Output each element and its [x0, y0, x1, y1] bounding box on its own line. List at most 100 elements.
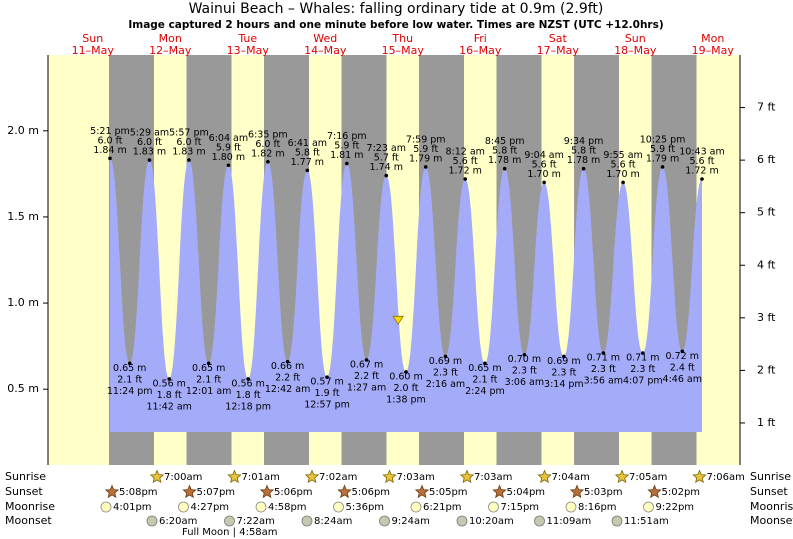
extreme-point: [621, 180, 625, 185]
tide-time: 9:04 am: [524, 150, 563, 161]
tide-time: 10:43 am: [679, 147, 724, 158]
extreme-point: [660, 165, 665, 169]
moonrise-time: 5:36pm: [346, 502, 385, 513]
tide-height-ft: 5.9 ft: [413, 144, 438, 155]
tide-time: 3:56 am: [584, 376, 623, 387]
day-date: 15–May: [382, 44, 425, 57]
tide-time: 8:45 pm: [485, 136, 525, 147]
tide-height-ft: 2.0 ft: [393, 383, 418, 394]
tide-height-ft: 5.9 ft: [650, 144, 675, 155]
tide-height-ft: 5.6 ft: [611, 159, 636, 170]
sunrise-time: 7:02am: [319, 472, 357, 483]
tide-area: [110, 158, 702, 433]
sun-icon: [182, 484, 197, 499]
tide-height-ft: 5.9 ft: [334, 141, 359, 152]
tide-height-m: 0.69 m: [547, 356, 580, 367]
extreme-point: [345, 161, 349, 166]
extreme-point: [167, 377, 171, 381]
tide-height-ft: 5.8 ft: [295, 147, 320, 158]
moonset-time: 7:22am: [237, 516, 275, 527]
tide-time: 8:12 am: [445, 147, 484, 158]
extreme-point: [384, 173, 389, 178]
y-tick-label: 2.0 m: [7, 124, 39, 137]
row-label-left: Moonrise: [5, 500, 55, 513]
day-date: 19–May: [692, 44, 735, 57]
row-label-right: Moonset: [750, 514, 793, 527]
moon-icon: [488, 501, 499, 513]
moon-icon: [379, 515, 390, 527]
day-name: Wed: [313, 32, 337, 45]
chart-title: Wainui Beach – Whales: falling ordinary …: [189, 1, 604, 17]
tide-height-ft: 2.3 ft: [551, 367, 576, 378]
day-name: Sun: [625, 32, 646, 45]
tide-height-ft: 1.9 ft: [315, 388, 340, 399]
tide-time: 4:07 pm: [623, 376, 663, 387]
tide-height-ft: 5.6 ft: [689, 156, 714, 167]
y2-tick-label: 2 ft: [757, 363, 776, 376]
tide-time: 1:27 am: [347, 382, 386, 393]
moon-icon: [255, 501, 267, 513]
tide-height-ft: 2.1 ft: [117, 374, 142, 385]
chart-subtitle: Image captured 2 hours and one minute be…: [128, 19, 663, 31]
day-name: Sat: [549, 32, 568, 45]
extreme-point: [562, 354, 566, 359]
day-date: 16–May: [459, 44, 502, 57]
day-date: 14–May: [304, 44, 347, 57]
tide-height-m: 0.65 m: [468, 363, 501, 374]
sun-icon: [227, 469, 242, 484]
moonrise-time: 4:58pm: [268, 502, 307, 513]
tide-height-m: 1.79 m: [646, 153, 679, 164]
tide-height-ft: 5.6 ft: [532, 159, 557, 170]
tide-height-m: 1.80 m: [212, 152, 245, 163]
day-name: Mon: [159, 32, 182, 45]
day-name: Sun: [82, 32, 103, 45]
day-name: Tue: [237, 32, 257, 45]
moonrise-time: 9:22pm: [656, 502, 695, 513]
tide-height-m: 1.84 m: [93, 145, 126, 156]
tide-time: 7:16 pm: [327, 131, 367, 142]
moonrise-time: 4:01pm: [113, 502, 152, 513]
extreme-point: [404, 370, 408, 374]
extreme-point: [364, 358, 369, 362]
tide-time: 3:14 pm: [544, 379, 584, 390]
moon-icon: [565, 501, 577, 513]
tide-height-ft: 6.0 ft: [255, 139, 280, 150]
day-date: 18–May: [614, 44, 657, 57]
tide-height-m: 1.77 m: [291, 157, 324, 168]
tide-time: 11:24 pm: [107, 386, 153, 397]
tide-time: 10:25 pm: [640, 134, 686, 145]
tide-time: 6:04 am: [209, 133, 248, 144]
moon-icon: [643, 501, 654, 513]
tide-height-m: 1.79 m: [409, 153, 442, 164]
tide-height-ft: 1.8 ft: [157, 390, 182, 401]
sun-icon: [692, 469, 707, 484]
tide-time: 4:46 am: [663, 374, 702, 385]
moon-icon: [611, 515, 623, 527]
tide-height-m: 0.72 m: [666, 351, 699, 362]
tide-height-ft: 2.3 ft: [433, 367, 458, 378]
tide-time: 7:23 am: [367, 143, 406, 154]
tide-time: 12:01 am: [186, 386, 231, 397]
sunset-time: 5:08pm: [119, 487, 158, 498]
tide-height-m: 0.65 m: [113, 363, 146, 374]
tide-height-ft: 6.0 ft: [176, 137, 201, 148]
sun-icon: [492, 484, 507, 499]
extreme-point: [206, 361, 211, 366]
tide-time: 1:38 pm: [386, 394, 426, 405]
tide-height-ft: 5.6 ft: [453, 156, 478, 167]
tide-height-ft: 5.9 ft: [216, 142, 241, 153]
extreme-point: [463, 177, 468, 181]
day-name: Fri: [474, 32, 487, 45]
y-tick-label: 1.0 m: [7, 296, 39, 309]
tide-time: 5:21 pm: [90, 126, 130, 137]
row-label-left: Sunrise: [5, 470, 46, 483]
moonset-time: 9:24am: [392, 516, 430, 527]
y2-tick-label: 3 ft: [757, 311, 776, 324]
sun-icon: [382, 469, 397, 484]
extreme-point: [285, 359, 290, 364]
tide-time: 9:55 am: [603, 150, 642, 161]
extreme-point: [187, 158, 191, 162]
moonset-time: 8:24am: [314, 516, 352, 527]
sunset-time: 5:07pm: [197, 487, 236, 498]
tide-height-m: 1.70 m: [606, 169, 639, 180]
